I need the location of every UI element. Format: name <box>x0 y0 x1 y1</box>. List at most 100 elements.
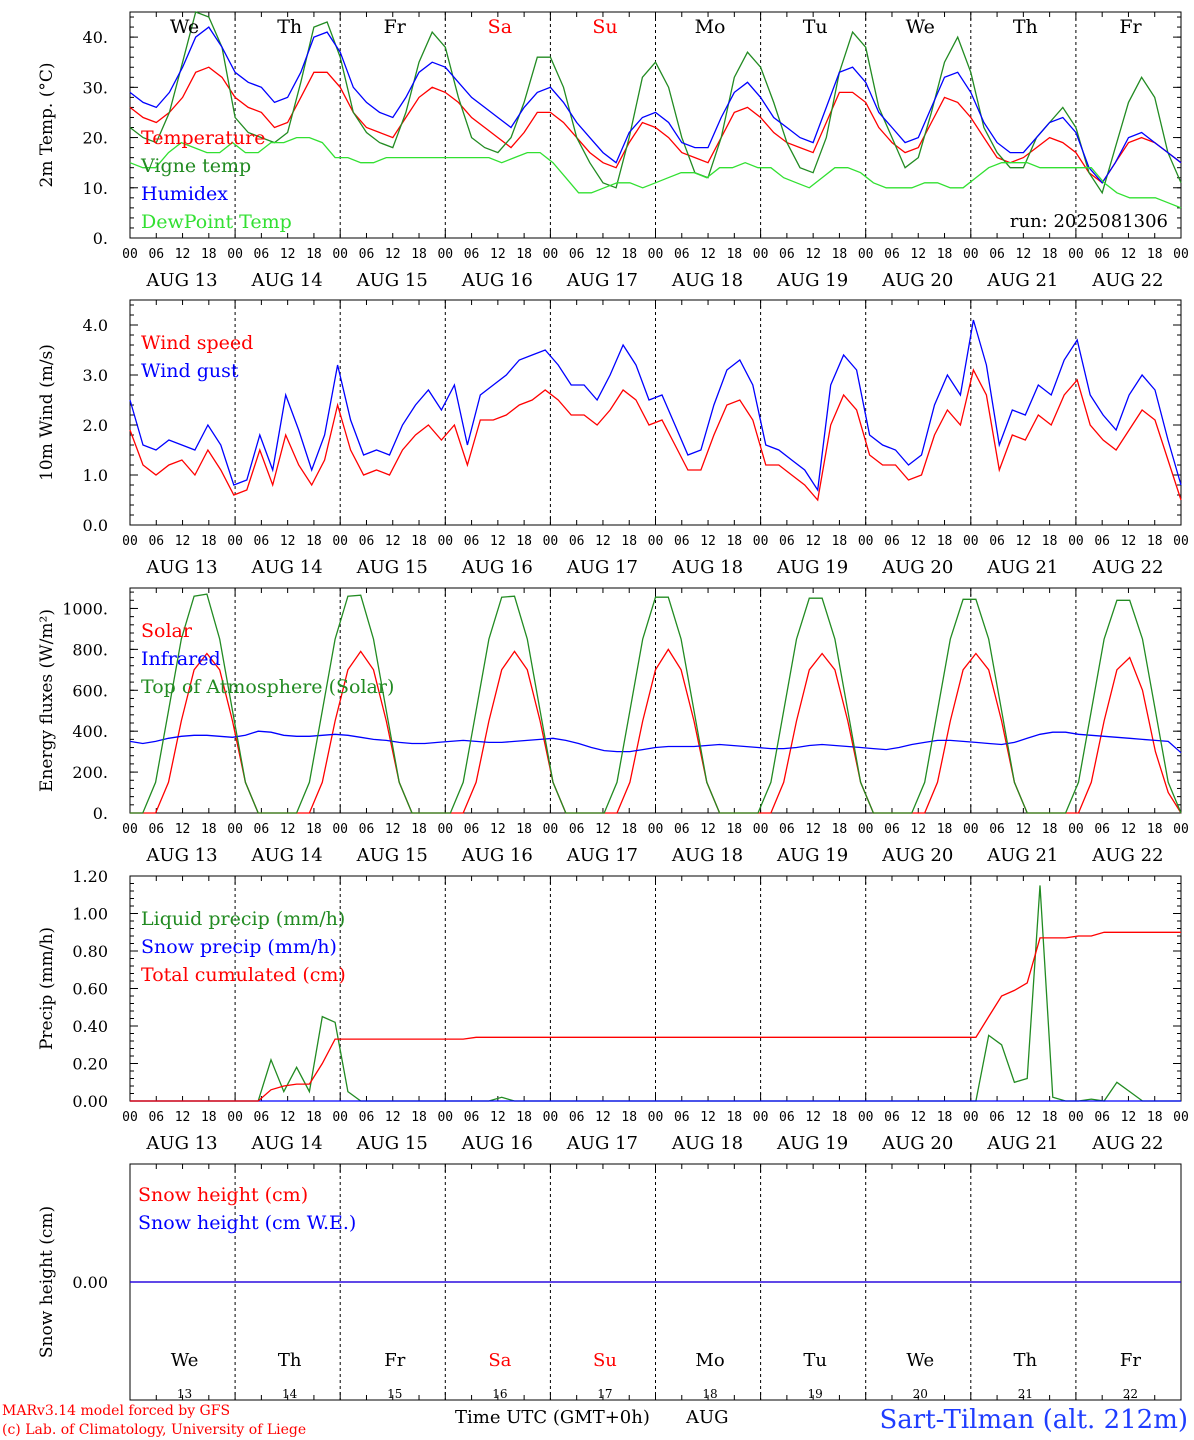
hour-tick-label: 12 <box>910 247 926 262</box>
day-label: AUG 14 <box>251 1133 323 1154</box>
hour-tick-label: 12 <box>280 1110 296 1125</box>
weekday-label: Th <box>1013 16 1038 38</box>
hour-tick-label: 12 <box>595 534 611 549</box>
hour-tick-label: 06 <box>569 1110 585 1125</box>
hour-tick-label: 06 <box>989 247 1005 262</box>
hour-tick-label: 18 <box>832 534 848 549</box>
hour-tick-label: 06 <box>569 822 585 837</box>
hour-tick-label: 06 <box>884 1110 900 1125</box>
hour-tick-label: 00 <box>332 1110 348 1125</box>
plot-frame <box>129 299 1182 526</box>
day-label: AUG 16 <box>461 557 533 578</box>
hour-tick-label: 12 <box>280 247 296 262</box>
day-label: AUG 16 <box>461 1133 533 1154</box>
weekday-label: Mo <box>695 16 726 38</box>
hour-tick-label: 12 <box>175 1110 191 1125</box>
hour-tick-label: 06 <box>464 822 480 837</box>
hour-tick-label: 00 <box>648 822 664 837</box>
hour-tick-label: 00 <box>122 247 138 262</box>
day-number-label: 19 <box>808 1387 823 1401</box>
y-tick-label: 4.0 <box>83 316 108 335</box>
day-label: AUG 22 <box>1091 270 1163 291</box>
hour-tick-label: 06 <box>569 247 585 262</box>
hour-tick-label: 18 <box>726 1110 742 1125</box>
day-number-label: 21 <box>1018 1387 1033 1401</box>
hour-tick-label: 00 <box>1068 534 1084 549</box>
legend-entry: Humidex <box>141 183 228 205</box>
hour-tick-label: 00 <box>437 822 453 837</box>
day-label: AUG 19 <box>776 557 848 578</box>
hour-tick-label: 12 <box>175 822 191 837</box>
y-axis-label: Energy fluxes (W/m²) <box>37 609 57 792</box>
hour-tick-label: 18 <box>621 1110 637 1125</box>
y-tick-label: 1.0 <box>83 466 108 485</box>
hour-tick-label: 06 <box>779 534 795 549</box>
weekday-label: We <box>906 1350 934 1371</box>
hour-tick-label: 00 <box>437 247 453 262</box>
hour-tick-label: 06 <box>254 247 270 262</box>
hour-tick-label: 00 <box>543 1110 559 1125</box>
weekday-label: Fr <box>384 1350 405 1371</box>
hour-tick-label: 12 <box>805 822 821 837</box>
series-line-dewpoint-temp <box>129 136 1182 209</box>
y-tick-label: 1.00 <box>72 905 108 924</box>
day-number-label: 22 <box>1123 1387 1138 1401</box>
hour-tick-label: 06 <box>148 247 164 262</box>
day-label: AUG 19 <box>776 270 848 291</box>
hour-tick-label: 12 <box>595 247 611 262</box>
hour-tick-label: 06 <box>779 247 795 262</box>
hour-tick-label: 06 <box>148 1110 164 1125</box>
hour-tick-label: 00 <box>437 1110 453 1125</box>
y-tick-label: 0.00 <box>72 1273 108 1292</box>
hour-tick-label: 00 <box>753 247 769 262</box>
hour-tick-label: 06 <box>254 1110 270 1125</box>
hour-tick-label: 12 <box>1016 822 1032 837</box>
credit-line-2: (c) Lab. of Climatology, University of L… <box>2 1422 306 1438</box>
y-tick-label: 0.00 <box>72 1092 108 1111</box>
weekday-label: Th <box>277 16 302 38</box>
day-label: AUG 18 <box>671 1133 743 1154</box>
hour-tick-label: 00 <box>753 1110 769 1125</box>
weekday-label: We <box>171 1350 199 1371</box>
series-line-wind-speed <box>129 368 1182 502</box>
hour-tick-label: 12 <box>1121 534 1137 549</box>
hour-tick-label: 00 <box>753 822 769 837</box>
y-tick-label: 10. <box>83 179 108 198</box>
hour-tick-label: 18 <box>1147 822 1163 837</box>
day-label: AUG 18 <box>671 557 743 578</box>
y-tick-label: 30. <box>83 78 108 97</box>
hour-tick-label: 06 <box>1094 534 1110 549</box>
hour-tick-label: 18 <box>411 247 427 262</box>
hour-tick-label: 12 <box>910 822 926 837</box>
day-label: AUG 21 <box>986 1133 1058 1154</box>
day-number-label: 18 <box>702 1387 717 1401</box>
weekday-label: Tu <box>803 1350 827 1371</box>
hour-tick-label: 06 <box>569 534 585 549</box>
hour-tick-label: 12 <box>490 247 506 262</box>
hour-tick-label: 06 <box>148 534 164 549</box>
x-axis-title: Time UTC (GMT+0h) <box>455 1407 650 1428</box>
weekday-label: Su <box>592 16 617 38</box>
y-tick-label: 0.20 <box>72 1055 108 1074</box>
hour-tick-label: 12 <box>700 822 716 837</box>
hour-tick-label: 00 <box>332 822 348 837</box>
day-label: AUG 19 <box>776 1133 848 1154</box>
hour-tick-label: 12 <box>595 1110 611 1125</box>
hour-tick-label: 00 <box>1173 247 1189 262</box>
hour-tick-label: 06 <box>674 247 690 262</box>
series-line-total-cumulated-cm- <box>130 931 1181 1102</box>
legend-entry: Top of Atmosphere (Solar) <box>141 676 394 698</box>
hour-tick-label: 00 <box>122 1110 138 1125</box>
hour-tick-label: 18 <box>726 822 742 837</box>
hour-tick-label: 00 <box>227 1110 243 1125</box>
hour-tick-label: 00 <box>648 1110 664 1125</box>
day-label: AUG 13 <box>145 557 217 578</box>
hour-tick-label: 06 <box>674 1110 690 1125</box>
hour-tick-label: 18 <box>306 1110 322 1125</box>
y-tick-label: 400. <box>72 722 108 741</box>
y-tick-label: 2.0 <box>83 416 108 435</box>
hour-tick-label: 18 <box>1042 247 1058 262</box>
hour-tick-label: 18 <box>832 247 848 262</box>
plot-frame <box>129 587 1182 814</box>
hour-tick-label: 00 <box>437 534 453 549</box>
